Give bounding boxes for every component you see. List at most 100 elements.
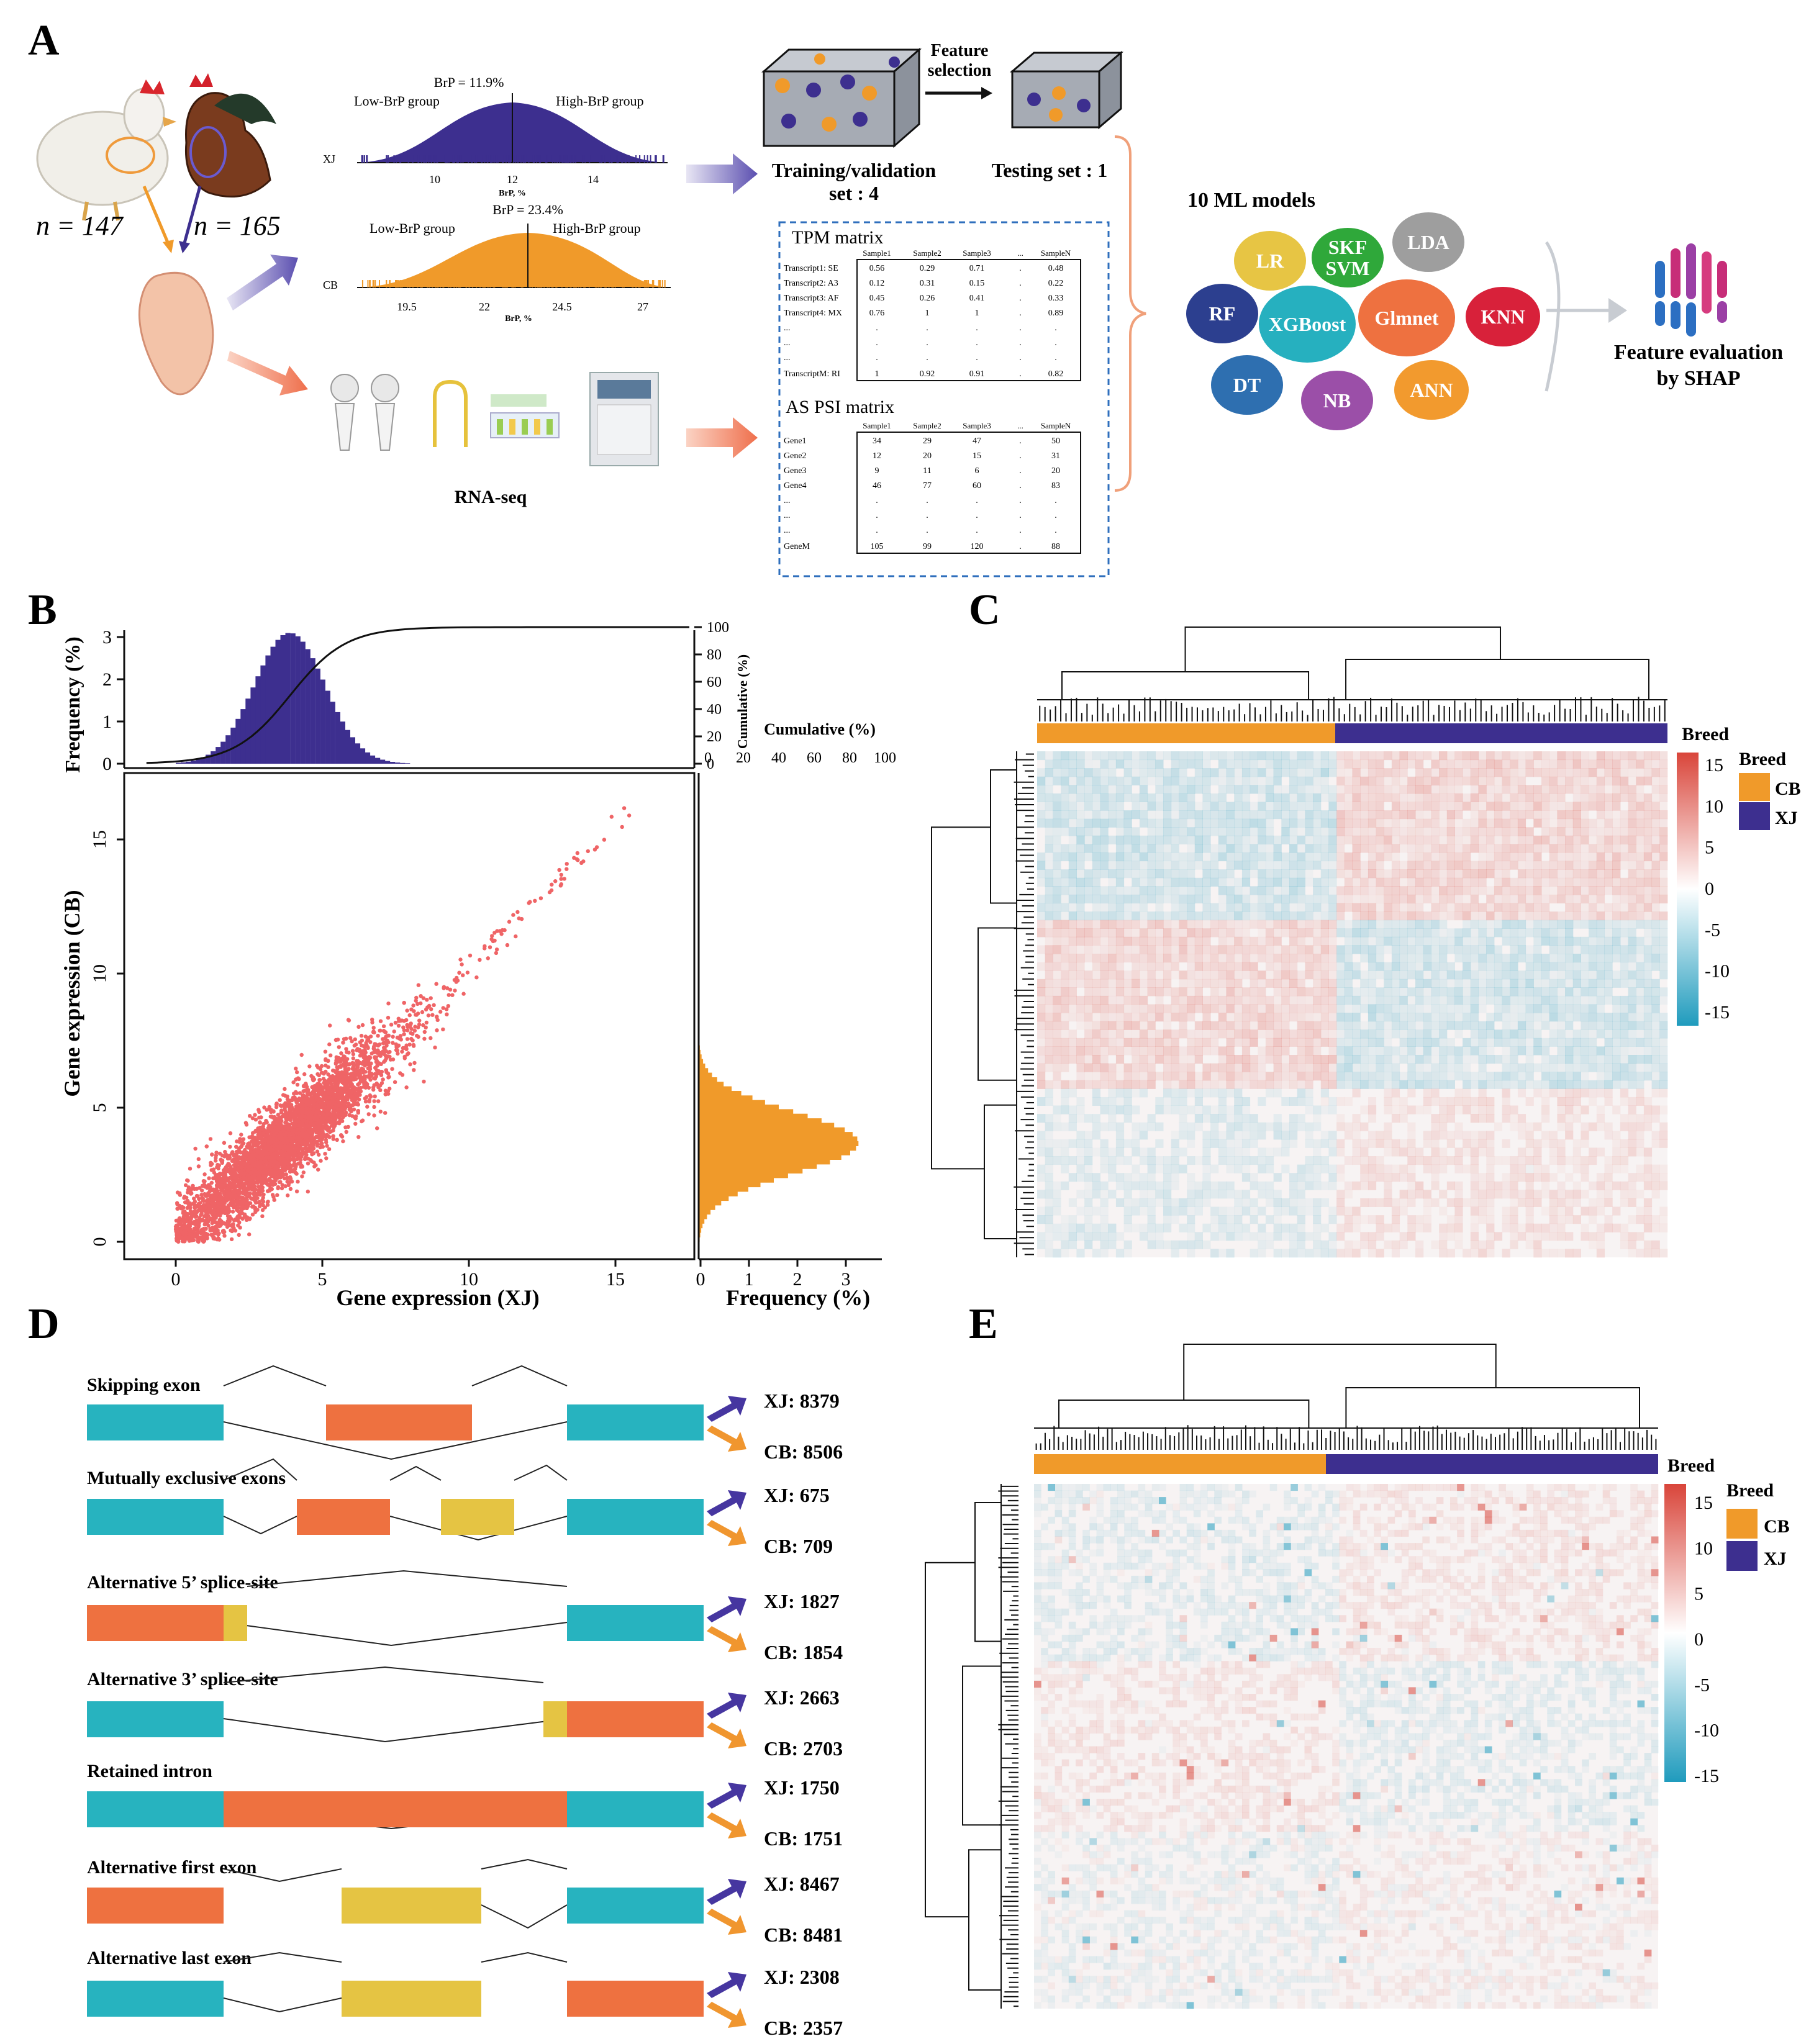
scatter-point: [409, 1021, 413, 1026]
scatter-point: [237, 1220, 242, 1225]
scatter-point: [281, 1151, 285, 1155]
scatter-point: [373, 1077, 378, 1081]
matrix-cell: .: [976, 323, 978, 333]
scatter-point: [225, 1224, 230, 1229]
scatter-point: [372, 1099, 376, 1103]
scatter-point: [337, 1095, 342, 1100]
scatter-point: [384, 1068, 388, 1072]
scatter-point: [279, 1119, 284, 1123]
right-hist-bar: [699, 1123, 835, 1128]
scatter-point: [260, 1208, 265, 1213]
scatter-point: [209, 1163, 213, 1167]
matrix-cell: .: [1019, 436, 1022, 446]
cb-brp-label: BrP = 23.4%: [492, 202, 563, 217]
top-hist-bar: [260, 665, 266, 764]
top-hist-bar: [385, 761, 391, 764]
scatter-point: [185, 1178, 189, 1183]
scatter-point: [219, 1172, 223, 1177]
matrix-cell: .: [1019, 323, 1022, 333]
scatter-point: [378, 1019, 383, 1023]
scatter-point: [216, 1231, 221, 1236]
matrix-cell: 15: [973, 451, 981, 461]
matrix-cell: 0.71: [969, 264, 985, 273]
scatter-point: [312, 1118, 317, 1122]
purple-flow-arrow-2: [686, 153, 758, 194]
scatter-point: [287, 1181, 291, 1186]
scatter-point: [331, 1128, 335, 1133]
scatter-point: [283, 1087, 287, 1092]
cum-x-tick-label: 60: [807, 750, 822, 766]
shap-label-1: Feature evaluation: [1614, 341, 1783, 364]
scatter-point: [424, 1007, 429, 1012]
matrix-row-label: Gene1: [784, 436, 807, 446]
scatter-point: [203, 1193, 207, 1198]
scatter-point: [371, 1046, 376, 1051]
right-hist-bar: [699, 1077, 717, 1083]
top-hist-bar: [245, 699, 251, 764]
scatter-point: [301, 1093, 305, 1098]
scatter-point: [344, 1129, 348, 1134]
white-chicken-image: [36, 79, 176, 221]
scatter-point: [373, 1055, 377, 1059]
scatter-point: [191, 1229, 196, 1234]
top-hist-bar: [340, 721, 345, 764]
scatter-point: [301, 1103, 305, 1107]
scatter-point: [300, 1174, 304, 1178]
scatter-point: [225, 1178, 230, 1182]
ml-model-bubble: KNN: [1466, 287, 1540, 346]
matrix-cell: .: [976, 526, 978, 535]
scatter-point: [373, 1065, 378, 1070]
x-tick-label: 5: [318, 1269, 327, 1290]
scatter-point: [341, 1139, 345, 1144]
scatter-point: [266, 1155, 270, 1160]
scatter-point: [356, 1135, 361, 1139]
scatter-point: [392, 1080, 397, 1085]
scatter-point: [400, 1018, 404, 1023]
scatter-point: [622, 806, 627, 810]
scatter-point: [433, 1045, 437, 1050]
scatter-point: [368, 1077, 373, 1082]
top-hist-bar: [300, 641, 306, 764]
scatter-point: [313, 1129, 318, 1133]
scatter-point: [491, 939, 496, 944]
scatter-point: [346, 1018, 351, 1022]
matrix-row-label: Transcript3: AF: [784, 294, 839, 303]
scatter-point: [260, 1214, 265, 1219]
orange-sample-arrow: [142, 186, 171, 246]
scatter-point: [592, 848, 597, 852]
matrix-cell: 0.29: [920, 264, 935, 273]
scatter-point: [284, 1111, 289, 1115]
scatter-point: [422, 1036, 427, 1041]
n-left-label: n = 147: [36, 210, 124, 241]
scatter-point: [283, 1124, 287, 1129]
cb-density: [357, 233, 671, 287]
scatter-point: [317, 1152, 321, 1157]
scatter-point: [215, 1178, 220, 1183]
scatter-point: [257, 1110, 261, 1115]
top-hist-bar: [335, 712, 340, 764]
scatter-point: [350, 1049, 355, 1053]
scatter-point: [189, 1192, 193, 1196]
matrix-cell: .: [926, 338, 928, 348]
cb-tick-4: 27: [637, 301, 648, 313]
matrix-cell: .: [976, 496, 978, 505]
ml-model-label: NB: [1323, 389, 1351, 412]
scatter-point: [202, 1172, 207, 1177]
scatter-point: [253, 1136, 257, 1140]
right-hist-bar: [699, 1164, 817, 1169]
scatter-point: [253, 1184, 257, 1188]
scatter-point: [180, 1206, 184, 1210]
right-hist-bar: [699, 1214, 707, 1219]
xj-brp-label: BrP = 11.9%: [434, 75, 504, 90]
scatter-point: [287, 1134, 291, 1138]
matrix-cell: 46: [873, 481, 881, 491]
right-hist-bar: [699, 1072, 712, 1078]
xj-distribution: BrP = 11.9% Low-BrP group High-BrP group…: [323, 75, 668, 198]
scatter-point: [210, 1152, 214, 1157]
right-hist-bar: [699, 1132, 853, 1137]
scatter-point: [372, 1105, 376, 1110]
scatter-point: [255, 1196, 260, 1200]
scatter-point: [272, 1115, 276, 1119]
matrix-cell: 0.48: [1048, 264, 1064, 273]
